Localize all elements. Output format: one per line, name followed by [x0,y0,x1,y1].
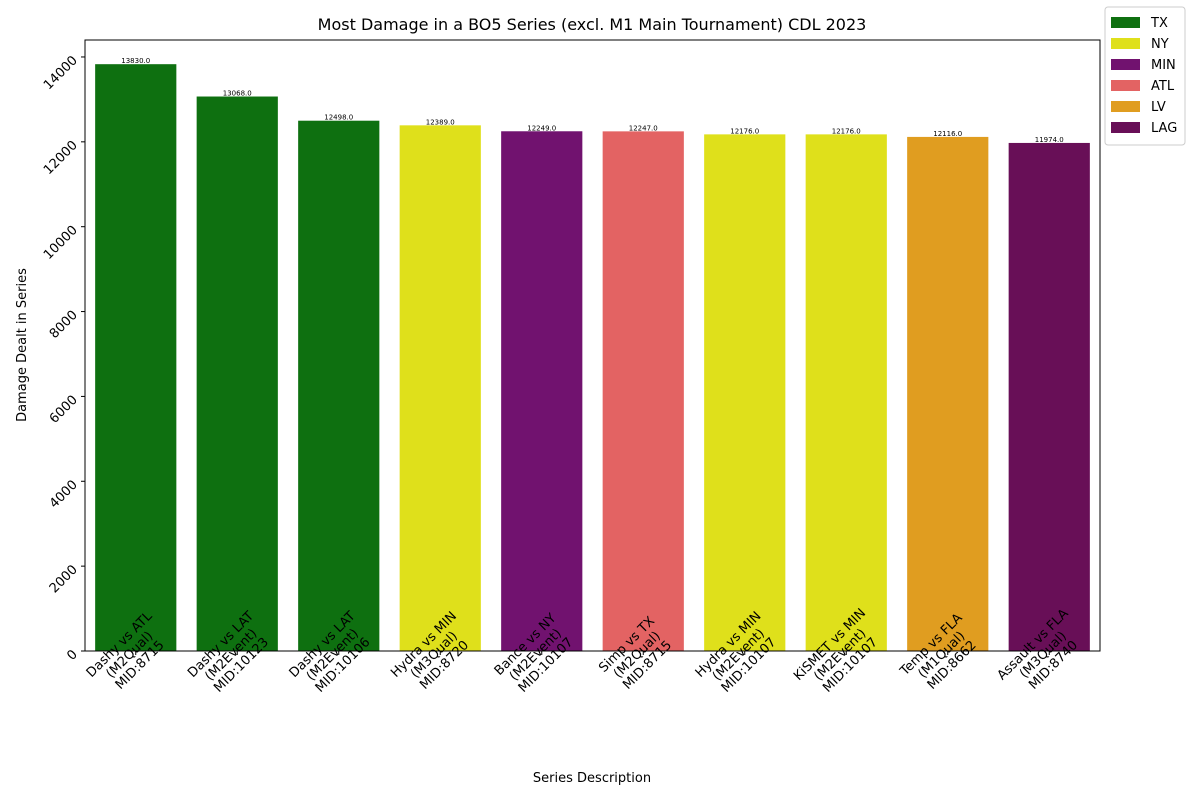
plot-frame [84,39,1101,652]
legend-label: ATL [1151,79,1175,94]
bar-value-label: 13830.0 [121,57,150,65]
bars-layer [95,64,1090,652]
legend-label: LV [1151,100,1166,115]
legend-label: LAG [1151,121,1177,136]
bar [805,134,887,652]
legend-swatch [1111,80,1140,91]
bar-value-label: 13068.0 [223,90,252,98]
value-labels-layer: 13830.0 13068.0 12498.0 12389.0 12249.0 12247… [121,57,1063,144]
legend-swatch [1111,59,1140,70]
bar [501,131,583,651]
legend: TX NY MIN ATL LV LAG [1104,6,1186,146]
bar [95,64,177,651]
chart-title: Most Damage in a BO5 Series (excl. M1 Ma… [318,15,867,34]
y-tick-label: 12000 [41,138,81,178]
y-axis: 0 2000 4000 6000 8000 10000 12000 14000 [41,53,85,664]
bar-value-label: 12389.0 [426,118,455,126]
bar-value-label: 12249.0 [527,124,556,132]
legend-label: TX [1150,16,1168,31]
legend-label: NY [1151,37,1169,52]
legend-swatch [1111,17,1140,28]
y-tick-label: 8000 [47,308,81,342]
bar [298,120,380,651]
x-axis-label: Series Description [533,771,651,786]
legend-swatch [1111,101,1140,112]
bar [704,134,786,652]
legend-swatch [1111,122,1140,133]
bar [1008,142,1090,651]
legend-label: MIN [1151,58,1176,73]
y-tick-label: 4000 [47,477,81,511]
bar [602,131,684,652]
bar-value-label: 12247.0 [629,124,658,132]
y-tick-label: 10000 [41,223,81,263]
y-tick-label: 14000 [41,53,81,93]
y-tick-label: 0 [64,647,80,663]
bar-value-label: 12176.0 [832,127,861,135]
legend-swatch [1111,38,1140,49]
bar [907,136,989,652]
y-axis-label: Damage Dealt in Series [15,268,30,422]
y-tick-label: 2000 [47,562,81,596]
bar [399,125,481,651]
y-tick-label: 6000 [47,393,81,427]
bar-value-label: 11974.0 [1035,136,1064,144]
bar-value-label: 12176.0 [730,127,759,135]
bar-value-label: 12116.0 [933,130,962,138]
bar [196,96,278,651]
bar-value-label: 12498.0 [324,114,353,122]
